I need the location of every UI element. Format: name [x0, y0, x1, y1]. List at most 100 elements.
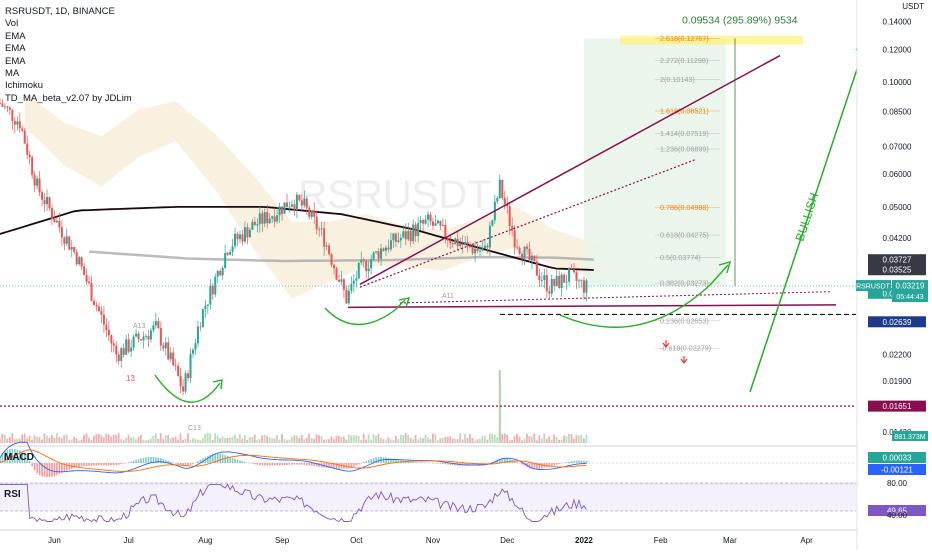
candle	[167, 342, 169, 359]
volume-bar	[152, 436, 154, 443]
candle	[333, 265, 335, 268]
candle	[417, 223, 419, 236]
candle	[194, 343, 196, 349]
macd-histogram-bar	[586, 461, 588, 463]
volume-bar	[172, 438, 174, 443]
volume-bar	[481, 436, 483, 443]
macd-histogram-bar	[279, 463, 281, 465]
legend-symbol[interactable]: RSRUSDT, 1D, BINANCE	[5, 6, 132, 18]
macd-histogram-bar	[573, 461, 575, 463]
volume-bar	[298, 438, 300, 443]
volume-bar	[58, 437, 60, 443]
candle	[301, 200, 303, 205]
candle	[499, 180, 501, 198]
legend-ema-3[interactable]: EMA	[5, 56, 132, 68]
candle	[407, 231, 409, 240]
volume-bar	[105, 434, 107, 443]
legend-ema-2[interactable]: EMA	[5, 43, 132, 55]
volume-bar	[123, 440, 125, 443]
volume-bar	[474, 440, 476, 443]
volume-bar	[175, 437, 177, 443]
macd-histogram-bar	[190, 463, 192, 465]
legend-ma[interactable]: MA	[5, 68, 132, 80]
legend-ichimoku[interactable]: Ichimoku	[5, 80, 132, 92]
candle	[98, 306, 100, 311]
macd-histogram-bar	[237, 460, 239, 463]
candle	[355, 278, 357, 280]
volume-bar	[392, 440, 394, 443]
macd-histogram-bar	[269, 463, 271, 466]
macd-histogram-bar	[299, 463, 301, 465]
candle	[548, 291, 550, 293]
candle	[222, 268, 224, 275]
macd-histogram-bar	[197, 461, 199, 463]
macd-histogram-bar	[301, 463, 303, 465]
volume-bar	[526, 434, 528, 443]
macd-histogram-bar	[541, 463, 543, 468]
currency-label[interactable]: USDT	[902, 2, 924, 11]
fib-label: 2.618(0.12767)	[660, 34, 709, 43]
td-label-c13: C13	[188, 425, 201, 432]
candle	[363, 260, 365, 261]
candle	[390, 240, 392, 249]
macd-histogram-bar	[217, 454, 219, 463]
volume-bar	[479, 439, 481, 443]
candle	[261, 213, 263, 223]
candle	[383, 248, 385, 250]
macd-histogram-bar	[261, 463, 263, 465]
volume-bar	[251, 437, 253, 443]
candle	[266, 212, 268, 223]
volume-bar	[585, 435, 587, 443]
candle	[395, 234, 397, 242]
volume-bar	[100, 435, 102, 443]
candle	[185, 373, 187, 391]
candle	[580, 280, 582, 281]
volume-bar	[185, 439, 187, 443]
volume-bar	[259, 439, 261, 443]
candle	[311, 211, 313, 217]
candle	[81, 257, 83, 266]
macd-histogram-bar	[93, 463, 95, 466]
volume-bar	[412, 439, 414, 443]
candle	[293, 204, 295, 210]
candle	[100, 311, 102, 315]
volume-bar	[395, 436, 397, 443]
macd-histogram-bar	[311, 463, 313, 466]
candle	[157, 321, 159, 328]
volume-bar	[536, 440, 538, 443]
volume-bar	[73, 437, 75, 443]
macd-histogram-bar	[576, 461, 578, 463]
volume-bar	[311, 438, 313, 443]
volume-bar	[323, 440, 325, 443]
volume-bar	[489, 434, 491, 443]
candle	[437, 221, 439, 223]
candle	[110, 335, 112, 343]
candle	[105, 325, 107, 330]
volume-bar	[239, 434, 241, 443]
candle	[150, 330, 152, 339]
volume-bar	[56, 433, 58, 443]
candle	[91, 283, 93, 301]
candle	[472, 247, 474, 253]
legend-td-ma[interactable]: TD_MA_beta_v2.07 by JDLim	[5, 93, 132, 105]
legend-ema-1[interactable]: EMA	[5, 31, 132, 43]
macd-histogram-bar	[83, 463, 85, 466]
candle	[207, 304, 209, 306]
volume-bar	[390, 439, 392, 443]
fib-label: 0.236(0.02653)	[660, 316, 709, 325]
candle	[526, 247, 528, 249]
volume-bar	[261, 435, 263, 443]
x-tick-label: Feb	[654, 536, 668, 545]
candle	[78, 257, 80, 264]
volume-bar	[4, 435, 6, 443]
candle	[19, 121, 21, 128]
volume-bar	[333, 439, 335, 443]
legend-vol[interactable]: Vol	[5, 18, 132, 30]
candle	[368, 268, 370, 271]
volume-bar	[91, 440, 93, 443]
volume-bar	[219, 438, 221, 443]
macd-histogram-bar	[148, 457, 150, 463]
volume-bar	[561, 439, 563, 443]
